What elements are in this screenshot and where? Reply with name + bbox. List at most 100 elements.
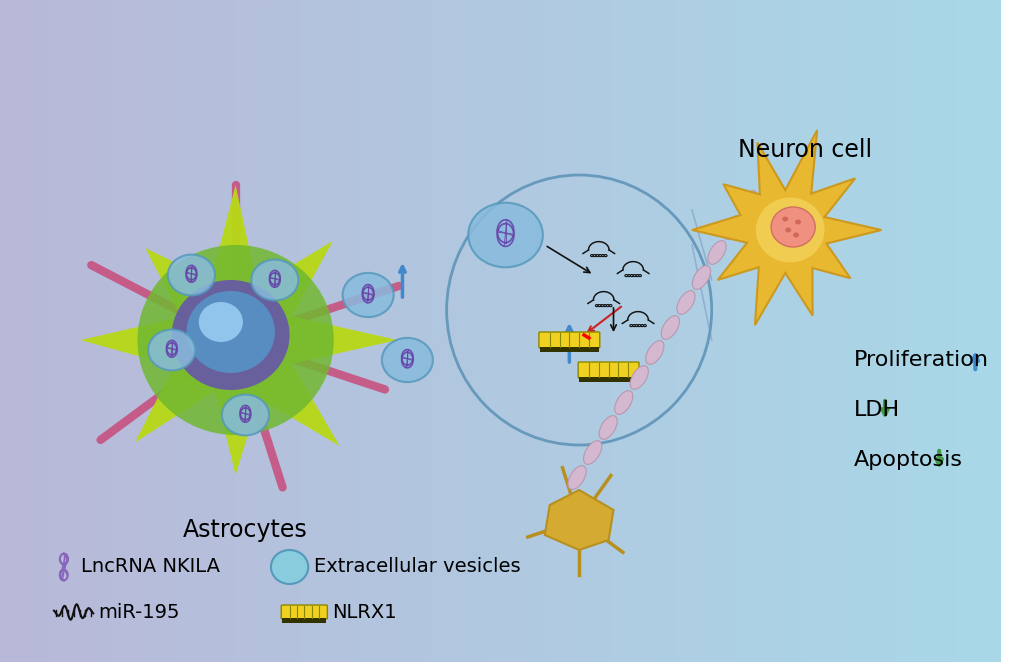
Bar — [240, 0, 246, 662]
Bar — [650, 0, 656, 662]
Polygon shape — [81, 185, 397, 475]
Bar — [475, 0, 481, 662]
Bar — [695, 0, 701, 662]
Bar — [290, 0, 297, 662]
Bar — [35, 0, 41, 662]
Bar — [626, 0, 631, 662]
Bar — [461, 0, 466, 662]
Bar — [700, 0, 706, 662]
Bar — [975, 0, 981, 662]
Bar — [55, 0, 61, 662]
Bar — [566, 0, 571, 662]
Bar — [900, 0, 906, 662]
Bar — [90, 0, 96, 662]
Bar — [420, 0, 426, 662]
Bar — [455, 0, 462, 662]
Bar — [445, 0, 451, 662]
Bar — [690, 0, 696, 662]
Bar — [985, 0, 991, 662]
Bar — [870, 0, 876, 662]
Ellipse shape — [755, 197, 823, 263]
Bar — [85, 0, 91, 662]
Bar — [430, 0, 436, 662]
Bar — [800, 0, 806, 662]
Bar — [925, 0, 931, 662]
Ellipse shape — [342, 273, 393, 317]
Bar — [635, 0, 641, 662]
Bar — [781, 0, 787, 662]
Text: Astrocytes: Astrocytes — [182, 518, 308, 542]
Text: NLRX1: NLRX1 — [331, 602, 396, 622]
Bar — [110, 0, 116, 662]
Bar — [610, 0, 616, 662]
Bar — [660, 0, 666, 662]
Bar — [726, 0, 732, 662]
Bar — [705, 0, 711, 662]
Bar — [340, 0, 346, 662]
Ellipse shape — [782, 216, 788, 222]
Bar — [540, 0, 546, 662]
Bar — [575, 0, 581, 662]
FancyBboxPatch shape — [578, 362, 639, 378]
Bar — [946, 0, 951, 662]
Bar — [580, 0, 586, 662]
Bar — [375, 0, 381, 662]
Bar — [465, 0, 471, 662]
Bar — [165, 0, 171, 662]
Bar — [370, 0, 376, 662]
Ellipse shape — [660, 316, 679, 340]
Bar — [200, 0, 206, 662]
Bar — [210, 0, 216, 662]
Ellipse shape — [171, 280, 289, 390]
Bar — [850, 0, 856, 662]
Ellipse shape — [381, 338, 432, 382]
Ellipse shape — [138, 245, 333, 435]
Bar — [406, 0, 411, 662]
Bar — [896, 0, 901, 662]
Bar — [310, 0, 316, 662]
Ellipse shape — [598, 416, 616, 440]
Bar — [385, 0, 391, 662]
Bar — [255, 0, 261, 662]
Ellipse shape — [722, 216, 741, 240]
Bar — [595, 0, 601, 662]
Bar — [775, 0, 782, 662]
Bar — [130, 0, 136, 662]
Bar — [250, 0, 256, 662]
Bar — [795, 0, 801, 662]
Bar — [60, 0, 66, 662]
FancyBboxPatch shape — [538, 332, 599, 348]
Bar — [260, 0, 266, 662]
Bar — [5, 0, 11, 662]
Ellipse shape — [568, 465, 586, 489]
Ellipse shape — [770, 207, 814, 247]
Bar — [351, 0, 356, 662]
Bar — [95, 0, 101, 662]
Bar — [205, 0, 211, 662]
Bar — [400, 0, 407, 662]
Bar — [425, 0, 431, 662]
Bar — [330, 0, 336, 662]
Bar — [740, 0, 746, 662]
Bar — [20, 0, 26, 662]
Bar — [435, 0, 441, 662]
Bar — [671, 0, 677, 662]
Bar — [180, 0, 186, 662]
Bar — [145, 0, 151, 662]
Bar — [640, 0, 646, 662]
Bar — [525, 0, 531, 662]
Bar — [645, 0, 651, 662]
Bar — [275, 0, 281, 662]
Ellipse shape — [645, 341, 663, 364]
Bar — [836, 0, 842, 662]
FancyBboxPatch shape — [579, 377, 638, 382]
Bar — [30, 0, 36, 662]
Bar — [480, 0, 486, 662]
Bar — [220, 0, 226, 662]
Bar — [920, 0, 926, 662]
Bar — [160, 0, 166, 662]
Bar — [40, 0, 46, 662]
Ellipse shape — [793, 232, 798, 238]
Bar — [571, 0, 576, 662]
Bar — [325, 0, 331, 662]
